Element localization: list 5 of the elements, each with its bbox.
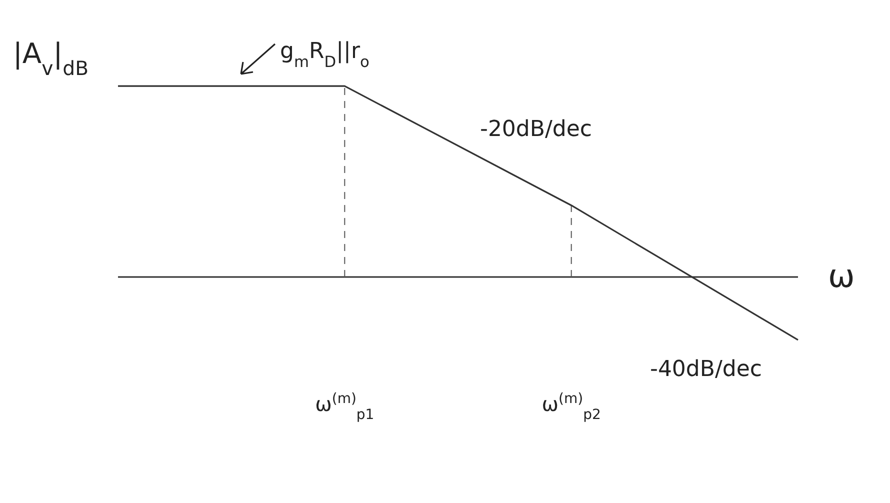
y-axis-title: |A$_{v}$|$_{dB}$ bbox=[13, 37, 89, 80]
x-axis-title: ω bbox=[828, 256, 855, 295]
annotation: -20dB/dec bbox=[480, 117, 592, 142]
text: g$_{m}$R$_{D}$||r$_{o}$ bbox=[280, 39, 370, 71]
text: -40dB/dec bbox=[650, 357, 762, 382]
